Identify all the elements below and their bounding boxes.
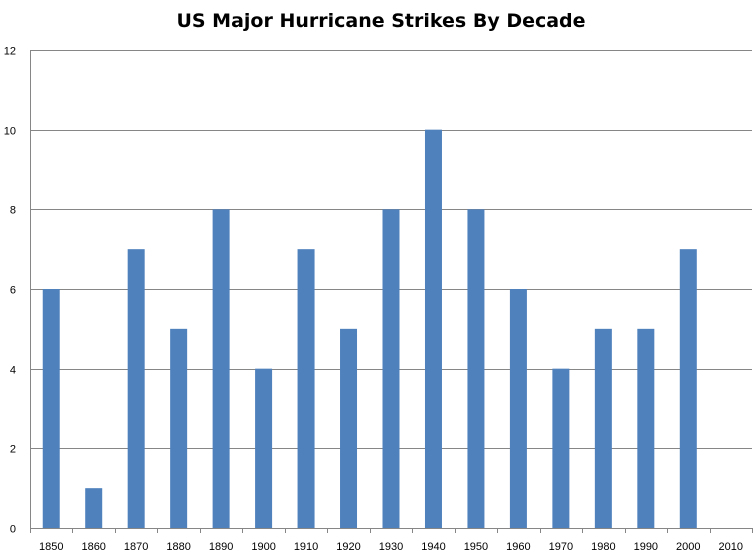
y-tick-labels: 0 2 4 6 8 10 12 [4,46,16,536]
bar-1850 [42,289,60,528]
x-tick-label: 1960 [506,541,530,553]
x-tick-label: 1890 [209,541,233,553]
bar-1920 [340,328,358,528]
x-tick-label: 1880 [166,541,190,553]
bar-1940 [424,129,442,528]
x-tick-label: 1990 [634,541,658,553]
bar-1890 [212,209,230,529]
bars [42,129,697,529]
bar-1880 [170,328,188,528]
x-tick-label: 1930 [379,541,403,553]
x-tick-label: 1940 [421,541,445,553]
bar-1860 [85,488,103,528]
bar-1990 [637,328,655,528]
axes [30,50,753,533]
y-tick-label: 10 [4,126,16,138]
y-tick-label: 2 [10,444,16,456]
x-tick-label: 1910 [294,541,318,553]
bar-1960 [509,289,527,528]
chart-title: US Major Hurricane Strikes By Decade [176,10,585,32]
x-tick-label: 1950 [464,541,488,553]
bar-2000 [679,249,697,528]
x-tick-label: 1920 [336,541,360,553]
x-tick-label: 1850 [39,541,63,553]
x-tick-label: 1900 [251,541,275,553]
x-tick-label: 2010 [719,541,743,553]
x-tick-label: 2000 [676,541,700,553]
x-tick-labels: 1850 1860 1870 1880 1890 1900 1910 1920 1930 1940… [39,541,743,553]
bar-1970 [552,368,570,528]
bar-1870 [127,249,145,528]
bar-1900 [255,368,273,528]
y-tick-label: 6 [10,285,16,297]
bar-1910 [297,249,315,528]
x-tick-label: 1980 [591,541,615,553]
y-tick-label: 8 [10,205,16,217]
x-tick-label: 1970 [549,541,573,553]
x-tick-label: 1870 [124,541,148,553]
y-tick-label: 4 [10,365,16,377]
bar-1950 [467,209,485,529]
bar-1980 [594,328,612,528]
x-tick-label: 1860 [81,541,105,553]
y-tick-label: 0 [10,524,16,536]
bar-1930 [382,209,400,529]
y-tick-label: 12 [4,46,16,58]
